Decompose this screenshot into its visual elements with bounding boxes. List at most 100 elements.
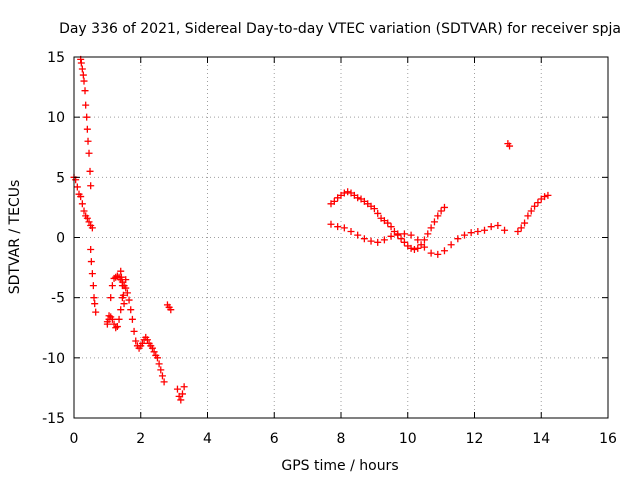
points-layer [70, 55, 552, 404]
data-point [434, 250, 442, 258]
data-point [524, 212, 532, 220]
data-point [123, 289, 131, 297]
data-point [400, 230, 408, 238]
data-point [387, 223, 395, 231]
series-sat_f [117, 267, 128, 308]
data-point [410, 246, 418, 254]
data-point [113, 272, 121, 280]
data-point [494, 221, 502, 229]
y-tick-label: -10 [42, 351, 65, 367]
x-tick-label: 14 [532, 431, 550, 447]
data-point [327, 220, 335, 228]
data-point [122, 276, 130, 284]
data-point [173, 385, 181, 393]
series-sat_i [327, 188, 448, 254]
data-point [84, 137, 92, 145]
data-point [117, 267, 125, 275]
data-point [167, 306, 175, 314]
data-point [157, 366, 165, 374]
data-point [430, 218, 438, 226]
data-point [82, 101, 90, 109]
data-point [354, 194, 362, 202]
data-point [447, 241, 455, 249]
y-tick-label: -15 [42, 411, 65, 427]
data-point [73, 183, 81, 191]
data-point [400, 238, 408, 246]
data-point [414, 236, 422, 244]
data-point [130, 327, 138, 335]
data-point [394, 230, 402, 238]
data-point [86, 167, 94, 175]
data-point [514, 227, 522, 235]
data-point [467, 229, 475, 237]
series-sat_b [77, 55, 95, 190]
data-point [108, 315, 116, 323]
data-point [127, 306, 135, 314]
data-point [120, 300, 128, 308]
data-point [374, 209, 382, 217]
data-point [117, 306, 125, 314]
x-tick-label: 0 [70, 431, 79, 447]
data-point [407, 244, 415, 252]
y-tick-label: 0 [56, 231, 65, 247]
data-point [360, 235, 368, 243]
data-point [155, 360, 163, 368]
data-point [340, 224, 348, 232]
data-point [460, 231, 468, 239]
data-point [527, 207, 535, 215]
data-point [407, 231, 415, 239]
data-point [85, 149, 93, 157]
x-tick-label: 8 [337, 431, 346, 447]
data-point [113, 323, 121, 331]
data-point [534, 199, 542, 207]
data-point [506, 142, 514, 150]
data-point [148, 344, 156, 352]
data-point [119, 291, 127, 299]
data-point [424, 230, 432, 238]
x-tick-label: 10 [399, 431, 417, 447]
data-point [87, 258, 95, 266]
data-point [347, 227, 355, 235]
data-point [521, 219, 529, 227]
chart-title: Day 336 of 2021, Sidereal Day-to-day VTE… [59, 21, 621, 37]
data-point [112, 324, 120, 332]
data-point [427, 249, 435, 257]
data-point [107, 294, 115, 302]
data-point [420, 236, 428, 244]
data-point [78, 65, 86, 73]
data-point [85, 218, 93, 226]
data-point [83, 125, 91, 133]
data-point [420, 243, 428, 251]
data-point [437, 207, 445, 215]
data-point [87, 246, 95, 254]
data-point [92, 308, 100, 316]
series-sat_d [103, 272, 168, 386]
data-point [158, 372, 166, 380]
data-point [81, 87, 89, 95]
x-axis-label: GPS time / hours [281, 458, 398, 474]
ticks-layer: 0 2 4 6 8 10 12 14 16 -15 -10 -5 0 5 10 15 [42, 50, 617, 447]
y-tick-label: -5 [51, 291, 65, 307]
data-point [397, 235, 405, 243]
data-point [474, 227, 482, 235]
data-point [387, 232, 395, 240]
data-point [374, 238, 382, 246]
data-point [160, 378, 168, 386]
data-point [83, 113, 91, 121]
series-sat_l [514, 191, 552, 235]
data-point [367, 237, 375, 245]
data-point [108, 282, 116, 290]
y-axis-label: SDTVAR / TECUs [7, 180, 23, 295]
data-point [440, 203, 448, 211]
data-point [380, 236, 388, 244]
data-point [80, 207, 88, 215]
data-point [153, 354, 161, 362]
data-point [340, 189, 348, 197]
data-point [177, 396, 185, 404]
series-sat_h [173, 383, 188, 404]
data-point [414, 244, 422, 252]
data-point [178, 390, 186, 398]
series-sat_g [163, 301, 175, 314]
series-sat_j [327, 220, 509, 258]
data-point [77, 193, 85, 201]
